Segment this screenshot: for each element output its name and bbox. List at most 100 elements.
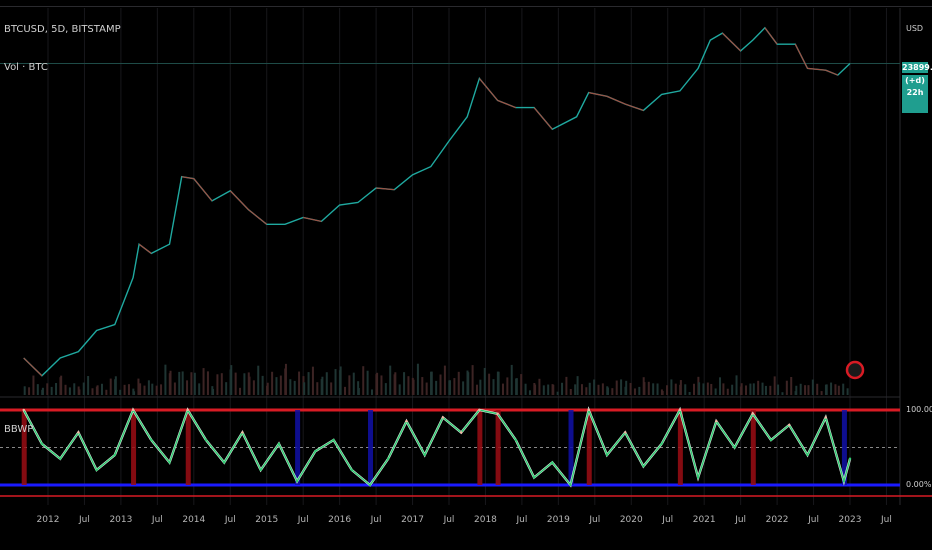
price-down-segment: [193, 178, 213, 202]
volume-bar: [606, 387, 609, 395]
volume-bar: [435, 380, 438, 395]
x-tick-label: Jul: [808, 515, 819, 525]
bbwp-point: [806, 453, 809, 457]
volume-bar: [370, 389, 373, 395]
price-down-segment: [825, 69, 839, 76]
x-tick-label: 2016: [328, 515, 352, 525]
volume-bar: [330, 382, 333, 395]
bbwp-point: [569, 483, 572, 487]
volume-bar: [123, 384, 126, 395]
volume-bar: [488, 373, 491, 395]
bbwp-point: [58, 457, 62, 460]
volume-bar: [407, 376, 410, 395]
volume-bar: [376, 372, 379, 395]
bbwp-lower-label: 0.00%: [906, 480, 932, 489]
volume-bar: [601, 383, 604, 395]
volume-bar: [449, 380, 451, 395]
volume-bar: [467, 372, 470, 395]
volume-bar: [380, 375, 383, 395]
volume-bar: [506, 377, 509, 395]
bbwp-extreme-bar: [477, 410, 483, 485]
volume-bar: [412, 379, 415, 395]
bbwp-point: [387, 457, 390, 460]
volume-bar: [670, 379, 673, 395]
volume-bar: [443, 365, 446, 395]
bbwp-point: [660, 442, 663, 445]
volume-bar: [574, 384, 577, 395]
bbwp-extreme-bar: [677, 410, 683, 485]
volume-bar: [186, 380, 189, 395]
volume-bar: [585, 387, 588, 395]
volume-bar: [807, 385, 810, 395]
price-down-segment: [376, 187, 395, 191]
volume-bar: [389, 365, 392, 395]
volume-bar: [735, 375, 738, 395]
volume-bar: [542, 385, 545, 395]
bbwp-point: [204, 438, 208, 442]
volume-bar: [55, 383, 58, 395]
volume-bar: [178, 371, 181, 395]
volume-bar: [785, 380, 788, 395]
bbwp-point: [678, 408, 682, 412]
bbwp-point: [241, 431, 244, 434]
volume-bar: [91, 388, 94, 395]
volume-bar: [181, 371, 184, 395]
price-down-segment: [248, 209, 268, 225]
volume-bar: [501, 383, 504, 395]
volume-bar: [198, 383, 201, 395]
volume-bar: [702, 383, 705, 395]
volume-bar: [225, 382, 228, 395]
price-down-segment: [478, 78, 499, 101]
volume-bar: [661, 390, 664, 395]
volume-bar: [216, 374, 219, 395]
volume-bar: [416, 363, 419, 395]
x-tick-label: 2019: [546, 515, 570, 525]
volume-bar: [471, 365, 474, 395]
x-tick-label: Jul: [151, 515, 163, 525]
bbwp-point: [259, 468, 262, 472]
volume-bar: [362, 366, 365, 395]
x-tick-label: Jul: [516, 515, 528, 525]
volume-bar: [127, 384, 130, 395]
volume-bar: [46, 383, 49, 395]
bbwp-extreme-bar: [21, 410, 27, 485]
bbwp-point: [769, 438, 773, 442]
volume-bar: [243, 373, 246, 395]
bbwp-point: [423, 453, 426, 457]
volume-bar: [693, 383, 696, 395]
bbwp-point: [222, 461, 226, 464]
volume-bar: [202, 368, 205, 395]
volume-bar: [633, 388, 636, 395]
price-down-segment: [807, 67, 826, 71]
bbwp-point: [696, 476, 700, 479]
volume-bar: [552, 384, 555, 395]
volume-bar: [625, 380, 628, 395]
volume-bar: [394, 372, 397, 395]
x-tick-label: 2021: [692, 515, 716, 525]
volume-bar: [820, 391, 823, 395]
volume-bar: [846, 388, 849, 395]
volume-bar: [190, 372, 193, 395]
volume-bar: [151, 383, 154, 395]
price-down-segment: [721, 32, 742, 52]
volume-bar: [561, 382, 564, 395]
volume-bar: [357, 387, 360, 395]
volume-bar: [684, 384, 687, 395]
volume-bar: [745, 385, 748, 395]
x-tick-label: 2014: [182, 515, 206, 525]
bbwp-point: [642, 465, 645, 468]
currency-label: USD: [906, 24, 924, 33]
volume-bar: [569, 388, 572, 395]
volume-bar: [647, 381, 650, 395]
volume-bar: [119, 389, 122, 395]
price-down-segment: [624, 103, 644, 112]
bbwp-point: [186, 408, 189, 412]
volume-bar: [510, 364, 513, 395]
price-series-line: [23, 26, 851, 377]
volume-bar: [749, 383, 752, 395]
bbwp-point: [496, 412, 499, 415]
volume-bar: [193, 372, 196, 395]
volume-bar: [811, 379, 814, 395]
volume-bar: [611, 388, 614, 395]
